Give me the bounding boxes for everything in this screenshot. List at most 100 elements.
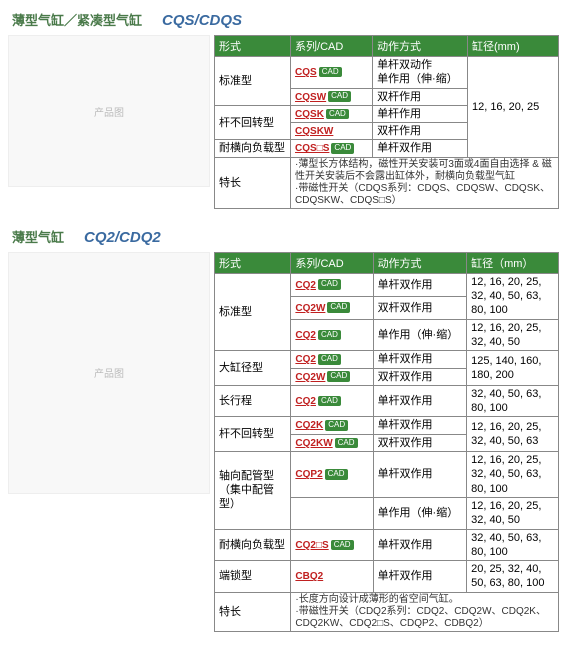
series-link[interactable]: CQ2□S [295, 540, 328, 551]
table-cell: CQP2CAD [291, 452, 373, 498]
table-header: 系列/CAD [291, 252, 373, 273]
table-cell: 20, 25, 32, 40, 50, 63, 80, 100 [467, 561, 559, 593]
table-cell: 杆不回转型 [215, 417, 291, 452]
table-cell: CQ2CAD [291, 385, 373, 417]
feature-row: 特长·长度方向设计成薄形的省空间气缸。·带磁性开关（CDQ2系列：CDQ2、CD… [215, 592, 559, 631]
table-cell: 长行程 [215, 385, 291, 417]
cad-icon[interactable]: CAD [327, 371, 350, 381]
cad-icon[interactable]: CAD [331, 540, 354, 550]
table-cell: 耐横向负载型 [215, 529, 291, 561]
table-cell: CQ2CAD [291, 351, 373, 368]
table-cell: CQ2KWCAD [291, 434, 373, 451]
table-cell: CBQ2 [291, 561, 373, 593]
cad-icon[interactable]: CAD [331, 143, 354, 153]
cad-icon[interactable]: CAD [318, 330, 341, 340]
table-cell: ·长度方向设计成薄形的省空间气缸。·带磁性开关（CDQ2系列：CDQ2、CDQ2… [291, 592, 559, 631]
table-row: 杆不回转型CQ2KCAD单杆双作用12, 16, 20, 25, 32, 40,… [215, 417, 559, 434]
cad-icon[interactable]: CAD [325, 469, 348, 479]
feature-row: 特长·薄型长方体结构，磁性开关安装可3面或4面自由选择 & 磁性开关安装后不会露… [215, 157, 559, 208]
table-header: 形式 [215, 36, 291, 57]
table-cell: 杆不回转型 [215, 105, 291, 140]
table-cell: CQSKW [291, 123, 373, 140]
table-cell: 单杆作用 [373, 105, 468, 122]
cad-icon[interactable]: CAD [326, 109, 349, 119]
table-cell: 单杆双作用 [373, 452, 467, 498]
series-link[interactable]: CBQ2 [295, 571, 323, 582]
table-cell: 125, 140, 160, 180, 200 [467, 351, 559, 386]
table-cell: 单杆双作用 [373, 140, 468, 157]
table-cell: 12, 16, 20, 25, 32, 40, 50, 63, 80, 100 [467, 273, 559, 319]
table-cell: 大缸径型 [215, 351, 291, 386]
table-cell: 12, 16, 20, 25, 32, 40, 50, 63 [467, 417, 559, 452]
section1-body: 产品图 形式系列/CAD动作方式缸径(mm) 标准型CQSCAD单杆双动作单作用… [8, 35, 563, 209]
series-link[interactable]: CQ2 [295, 280, 316, 291]
table-cell: CQ2WCAD [291, 296, 373, 319]
section2-title-ch: 薄型气缸 [12, 227, 64, 246]
table-cell: CQS□SCAD [291, 140, 373, 157]
series-link[interactable]: CQS□S [295, 143, 329, 154]
table-cell: CQ2CAD [291, 273, 373, 296]
series-link[interactable]: CQSKW [295, 126, 333, 137]
table-cell: CQ2WCAD [291, 368, 373, 385]
series-link[interactable]: CQ2K [295, 420, 323, 431]
table-cell: 单杆双作用 [373, 273, 467, 296]
cad-icon[interactable]: CAD [318, 354, 341, 364]
cad-icon[interactable]: CAD [328, 91, 351, 101]
table-header: 缸径(mm) [467, 36, 558, 57]
series-link[interactable]: CQ2 [295, 396, 316, 407]
section2-title-en: CQ2/CDQ2 [84, 229, 161, 246]
table-row: 标准型CQ2CAD单杆双作用12, 16, 20, 25, 32, 40, 50… [215, 273, 559, 296]
series-link[interactable]: CQSW [295, 92, 326, 103]
table-cell: 单杆双作用 [373, 417, 467, 434]
section1-title: 薄型气缸／紧凑型气缸 CQS/CDQS [8, 8, 563, 31]
table-cell: 单杆双作用 [373, 351, 467, 368]
table-cell: CQ2□SCAD [291, 529, 373, 561]
table-cell: CQ2KCAD [291, 417, 373, 434]
cad-icon[interactable]: CAD [325, 420, 348, 430]
table-cell: 特长 [215, 592, 291, 631]
series-link[interactable]: CQSK [295, 109, 324, 120]
table-cell: 端锁型 [215, 561, 291, 593]
table-cell: CQ2CAD [291, 319, 373, 351]
table-header: 系列/CAD [291, 36, 373, 57]
table-header: 缸径（mm） [467, 252, 559, 273]
table-cell: 双杆作用 [373, 88, 468, 105]
cad-icon[interactable]: CAD [318, 396, 341, 406]
series-link[interactable]: CQ2KW [295, 438, 332, 449]
table-cell: 12, 16, 20, 25, 32, 40, 50, 63, 80, 100 [467, 452, 559, 498]
cad-icon[interactable]: CAD [335, 438, 358, 448]
table-cell: 12, 16, 20, 25, 32, 40, 50 [467, 319, 559, 351]
section1-table: 形式系列/CAD动作方式缸径(mm) 标准型CQSCAD单杆双动作单作用（伸·缩… [214, 35, 559, 209]
series-link[interactable]: CQ2 [295, 330, 316, 341]
cad-icon[interactable]: CAD [327, 302, 350, 312]
series-link[interactable]: CQP2 [295, 469, 322, 480]
cad-icon[interactable]: CAD [319, 67, 342, 77]
series-link[interactable]: CQ2W [295, 372, 325, 383]
table-cell: 双杆双作用 [373, 434, 467, 451]
cad-icon[interactable]: CAD [318, 279, 341, 289]
section2-title: 薄型气缸 CQ2/CDQ2 [8, 225, 563, 248]
table-row: 轴向配管型（集中配管型）CQP2CAD单杆双作用12, 16, 20, 25, … [215, 452, 559, 498]
section1-title-en: CQS/CDQS [162, 12, 242, 29]
table-cell: ·薄型长方体结构，磁性开关安装可3面或4面自由选择 & 磁性开关安装后不会露出缸… [291, 157, 559, 208]
series-link[interactable]: CQ2 [295, 354, 316, 365]
table-cell: 单作用（伸·缩） [373, 497, 467, 529]
table-cell: 标准型 [215, 273, 291, 350]
table-cell: CQSWCAD [291, 88, 373, 105]
series-link[interactable]: CQS [295, 67, 317, 78]
table-row: 长行程CQ2CAD单杆双作用32, 40, 50, 63, 80, 100 [215, 385, 559, 417]
table-row: 大缸径型CQ2CAD单杆双作用125, 140, 160, 180, 200 [215, 351, 559, 368]
table-cell: 双杆作用 [373, 123, 468, 140]
series-link[interactable]: CQ2W [295, 303, 325, 314]
table-row: 标准型CQSCAD单杆双动作单作用（伸·缩）12, 16, 20, 25 [215, 57, 559, 89]
section2-body: 产品图 形式系列/CAD动作方式缸径（mm） 标准型CQ2CAD单杆双作用12,… [8, 252, 563, 632]
table-cell: 单杆双作用 [373, 385, 467, 417]
section1-image: 产品图 [8, 35, 210, 187]
table-cell: 轴向配管型（集中配管型） [215, 452, 291, 529]
table-header: 动作方式 [373, 36, 468, 57]
table-cell: 双杆双作用 [373, 368, 467, 385]
table-cell [291, 497, 373, 529]
table-cell: 单杆双作用 [373, 561, 467, 593]
table-header: 动作方式 [373, 252, 467, 273]
table-row: 端锁型 CBQ2 单杆双作用20, 25, 32, 40, 50, 63, 80, … [215, 561, 559, 593]
